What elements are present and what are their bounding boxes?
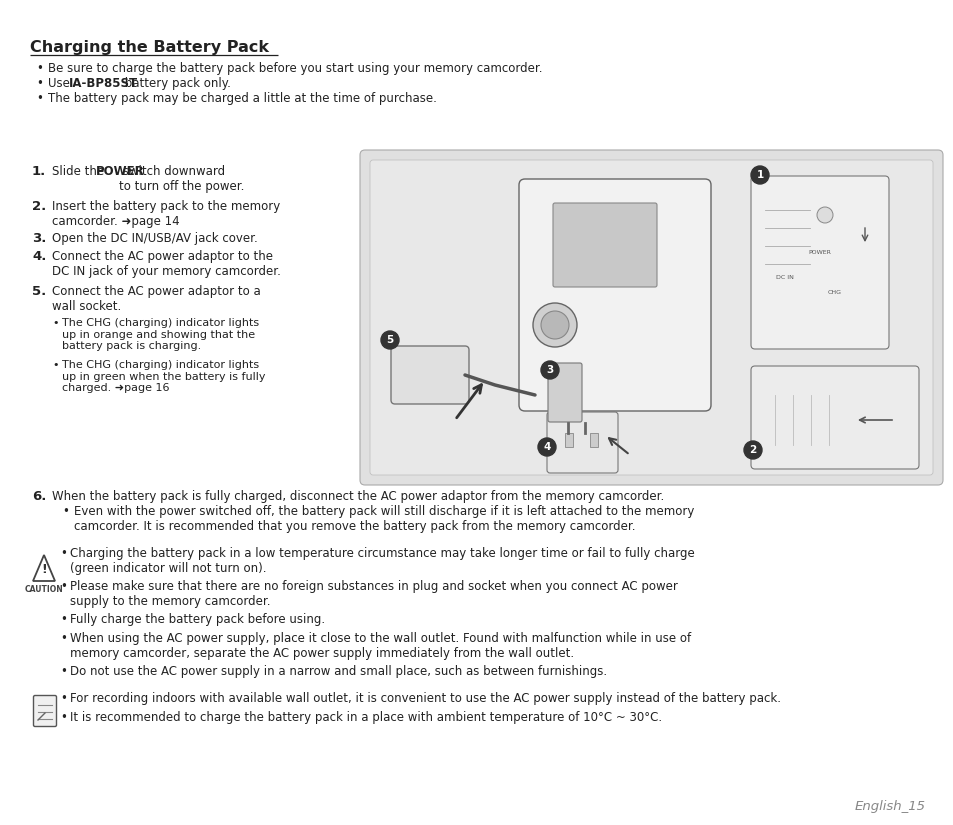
Text: •: • xyxy=(60,665,67,678)
Text: Slide the: Slide the xyxy=(52,165,108,178)
Circle shape xyxy=(380,331,398,349)
Text: •: • xyxy=(52,360,58,370)
Text: •: • xyxy=(62,505,69,518)
Text: •: • xyxy=(52,318,58,328)
Text: •: • xyxy=(60,613,67,626)
Text: The battery pack may be charged a little at the time of purchase.: The battery pack may be charged a little… xyxy=(48,92,436,105)
Text: It is recommended to charge the battery pack in a place with ambient temperature: It is recommended to charge the battery … xyxy=(70,711,661,724)
Circle shape xyxy=(816,207,832,223)
FancyBboxPatch shape xyxy=(370,160,932,475)
FancyBboxPatch shape xyxy=(33,695,56,727)
Text: •: • xyxy=(60,547,67,560)
Text: 3.: 3. xyxy=(32,232,47,245)
Text: •: • xyxy=(60,711,67,724)
Text: switch downward
to turn off the power.: switch downward to turn off the power. xyxy=(119,165,245,193)
Text: •: • xyxy=(36,77,43,90)
Text: 2: 2 xyxy=(749,445,756,455)
Text: •: • xyxy=(60,580,67,593)
Text: CHG: CHG xyxy=(827,290,841,295)
FancyBboxPatch shape xyxy=(547,363,581,422)
Text: Use: Use xyxy=(48,77,73,90)
Text: Please make sure that there are no foreign substances in plug and socket when yo: Please make sure that there are no forei… xyxy=(70,580,678,608)
Text: Connect the AC power adaptor to the
DC IN jack of your memory camcorder.: Connect the AC power adaptor to the DC I… xyxy=(52,250,280,278)
Circle shape xyxy=(533,303,577,347)
Text: 5.: 5. xyxy=(32,285,46,298)
Bar xyxy=(589,433,598,447)
Text: 5: 5 xyxy=(386,335,394,345)
Text: When using the AC power supply, place it close to the wall outlet. Found with ma: When using the AC power supply, place it… xyxy=(70,632,690,660)
Text: 4.: 4. xyxy=(32,250,47,263)
FancyBboxPatch shape xyxy=(391,346,469,404)
Circle shape xyxy=(540,361,558,379)
Text: Connect the AC power adaptor to a
wall socket.: Connect the AC power adaptor to a wall s… xyxy=(52,285,260,313)
Text: CAUTION: CAUTION xyxy=(25,585,63,594)
Text: •: • xyxy=(36,92,43,105)
Text: 4: 4 xyxy=(543,442,550,452)
Circle shape xyxy=(540,311,568,339)
Text: Do not use the AC power supply in a narrow and small place, such as between furn: Do not use the AC power supply in a narr… xyxy=(70,665,606,678)
Text: Even with the power switched off, the battery pack will still discharge if it is: Even with the power switched off, the ba… xyxy=(74,505,694,533)
Circle shape xyxy=(750,166,768,184)
Text: POWER: POWER xyxy=(96,165,145,178)
Circle shape xyxy=(537,438,556,456)
Text: !: ! xyxy=(41,563,47,576)
Text: POWER: POWER xyxy=(808,250,831,255)
Text: •: • xyxy=(60,632,67,645)
Text: English_15: English_15 xyxy=(854,800,925,813)
Text: Be sure to charge the battery pack before you start using your memory camcorder.: Be sure to charge the battery pack befor… xyxy=(48,62,542,75)
Text: battery pack only.: battery pack only. xyxy=(121,77,231,90)
Text: Insert the battery pack to the memory
camcorder. ➜page 14: Insert the battery pack to the memory ca… xyxy=(52,200,280,228)
Text: 1.: 1. xyxy=(32,165,46,178)
Text: Charging the Battery Pack: Charging the Battery Pack xyxy=(30,40,269,55)
Text: •: • xyxy=(36,62,43,75)
Text: The CHG (charging) indicator lights
up in green when the battery is fully
charge: The CHG (charging) indicator lights up i… xyxy=(62,360,265,394)
Text: 2.: 2. xyxy=(32,200,46,213)
Text: The CHG (charging) indicator lights
up in orange and showing that the
battery pa: The CHG (charging) indicator lights up i… xyxy=(62,318,259,351)
FancyBboxPatch shape xyxy=(750,366,918,469)
Text: For recording indoors with available wall outlet, it is convenient to use the AC: For recording indoors with available wal… xyxy=(70,692,781,705)
Text: When the battery pack is fully charged, disconnect the AC power adaptor from the: When the battery pack is fully charged, … xyxy=(52,490,663,503)
FancyBboxPatch shape xyxy=(750,176,888,349)
Text: IA-BP85ST: IA-BP85ST xyxy=(69,77,138,90)
FancyBboxPatch shape xyxy=(518,179,710,411)
Circle shape xyxy=(743,441,761,459)
Text: Charging the battery pack in a low temperature circumstance may take longer time: Charging the battery pack in a low tempe… xyxy=(70,547,694,575)
Text: 3: 3 xyxy=(546,365,553,375)
Text: 1: 1 xyxy=(756,170,762,180)
FancyBboxPatch shape xyxy=(359,150,942,485)
Text: Fully charge the battery pack before using.: Fully charge the battery pack before usi… xyxy=(70,613,325,626)
FancyBboxPatch shape xyxy=(546,412,618,473)
Text: •: • xyxy=(60,692,67,705)
Polygon shape xyxy=(33,555,55,581)
Bar xyxy=(564,433,573,447)
Text: Open the DC IN/USB/AV jack cover.: Open the DC IN/USB/AV jack cover. xyxy=(52,232,257,245)
FancyBboxPatch shape xyxy=(553,203,657,287)
Text: 6.: 6. xyxy=(32,490,47,503)
Text: DC IN: DC IN xyxy=(775,275,793,280)
